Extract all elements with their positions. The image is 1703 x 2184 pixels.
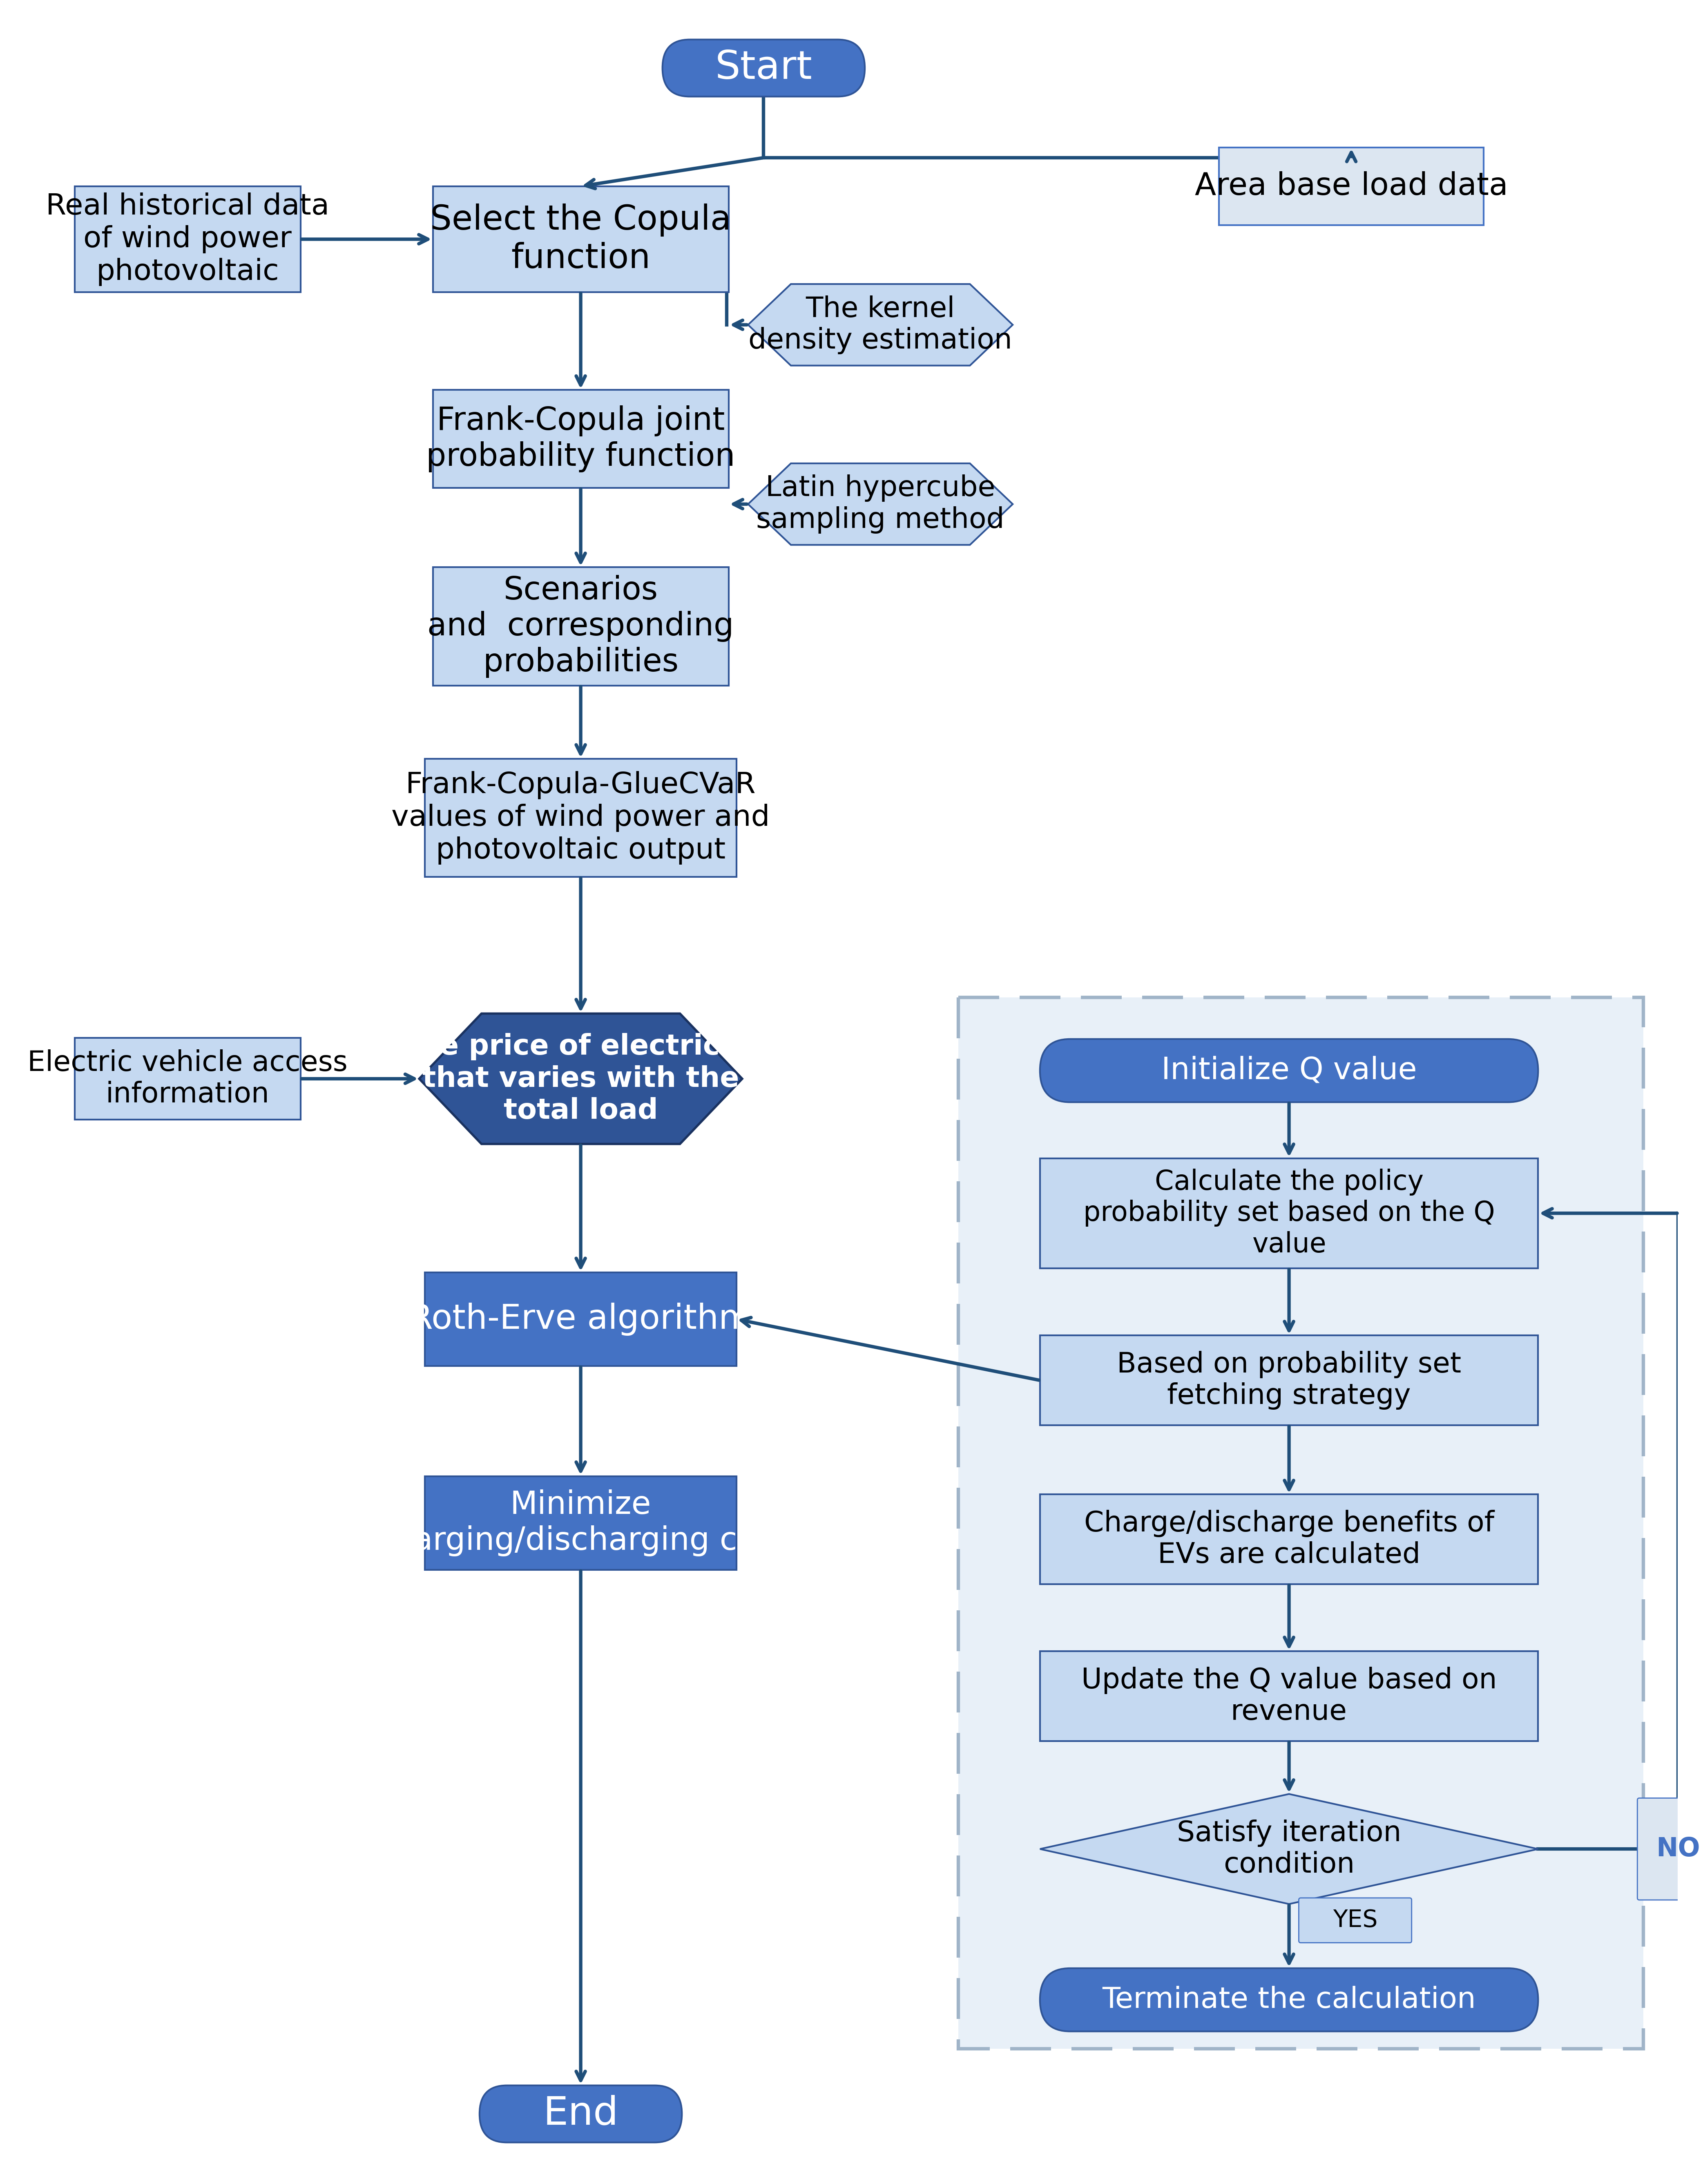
Text: Update the Q value based on
revenue: Update the Q value based on revenue xyxy=(1081,1666,1497,1725)
FancyBboxPatch shape xyxy=(959,998,1643,2049)
Text: Based on probability set
fetching strategy: Based on probability set fetching strate… xyxy=(1117,1350,1461,1411)
Text: Calculate the policy
probability set based on the Q
value: Calculate the policy probability set bas… xyxy=(1083,1168,1495,1258)
Polygon shape xyxy=(419,1013,743,1144)
FancyBboxPatch shape xyxy=(433,391,729,487)
Text: Frank-Copula-GlueCVaR
values of wind power and
photovoltaic output: Frank-Copula-GlueCVaR values of wind pow… xyxy=(392,771,770,865)
Text: Latin hypercube
sampling method: Latin hypercube sampling method xyxy=(756,474,1005,533)
Text: Electric vehicle access
information: Electric vehicle access information xyxy=(27,1048,347,1107)
FancyBboxPatch shape xyxy=(75,1037,300,1120)
FancyBboxPatch shape xyxy=(662,39,865,96)
Text: The kernel
density estimation: The kernel density estimation xyxy=(749,295,1012,354)
FancyBboxPatch shape xyxy=(75,186,300,293)
FancyBboxPatch shape xyxy=(1041,1651,1538,1741)
Polygon shape xyxy=(748,463,1013,544)
FancyBboxPatch shape xyxy=(1299,1898,1412,1944)
Text: Terminate the calculation: Terminate the calculation xyxy=(1102,1985,1477,2014)
FancyBboxPatch shape xyxy=(1637,1797,1703,1900)
Text: Roth-Erve algorithm: Roth-Erve algorithm xyxy=(409,1302,753,1337)
FancyBboxPatch shape xyxy=(433,568,729,686)
Text: The price of electricity
that varies with the
total load: The price of electricity that varies wit… xyxy=(400,1033,761,1125)
Text: Initialize Q value: Initialize Q value xyxy=(1161,1055,1417,1085)
Text: Real historical data
of wind power
photovoltaic: Real historical data of wind power photo… xyxy=(46,192,329,286)
Polygon shape xyxy=(748,284,1013,365)
FancyBboxPatch shape xyxy=(480,2086,681,2143)
Text: Area base load data: Area base load data xyxy=(1196,170,1507,201)
Text: Frank-Copula joint
probability function: Frank-Copula joint probability function xyxy=(426,406,736,472)
Text: YES: YES xyxy=(1333,1909,1378,1933)
FancyBboxPatch shape xyxy=(1041,1158,1538,1269)
FancyBboxPatch shape xyxy=(1041,1040,1538,1103)
Text: Satisfy iteration
condition: Satisfy iteration condition xyxy=(1177,1819,1402,1878)
FancyBboxPatch shape xyxy=(1041,1968,1538,2031)
FancyBboxPatch shape xyxy=(426,1476,736,1570)
FancyBboxPatch shape xyxy=(1041,1334,1538,1426)
Text: Charge/discharge benefits of
EVs are calculated: Charge/discharge benefits of EVs are cal… xyxy=(1083,1509,1494,1568)
FancyBboxPatch shape xyxy=(1219,149,1483,225)
Text: Select the Copula
function: Select the Copula function xyxy=(431,203,731,275)
Text: Scenarios
and  corresponding
probabilities: Scenarios and corresponding probabilitie… xyxy=(427,574,734,677)
FancyBboxPatch shape xyxy=(1041,1494,1538,1583)
Text: Minimize
charging/discharging cost: Minimize charging/discharging cost xyxy=(376,1489,785,1557)
Text: End: End xyxy=(543,2094,618,2134)
FancyBboxPatch shape xyxy=(433,186,729,293)
Polygon shape xyxy=(1041,1793,1538,1904)
Text: Start: Start xyxy=(715,48,812,87)
Text: NO: NO xyxy=(1657,1837,1700,1861)
FancyBboxPatch shape xyxy=(426,1273,736,1365)
FancyBboxPatch shape xyxy=(426,758,736,878)
